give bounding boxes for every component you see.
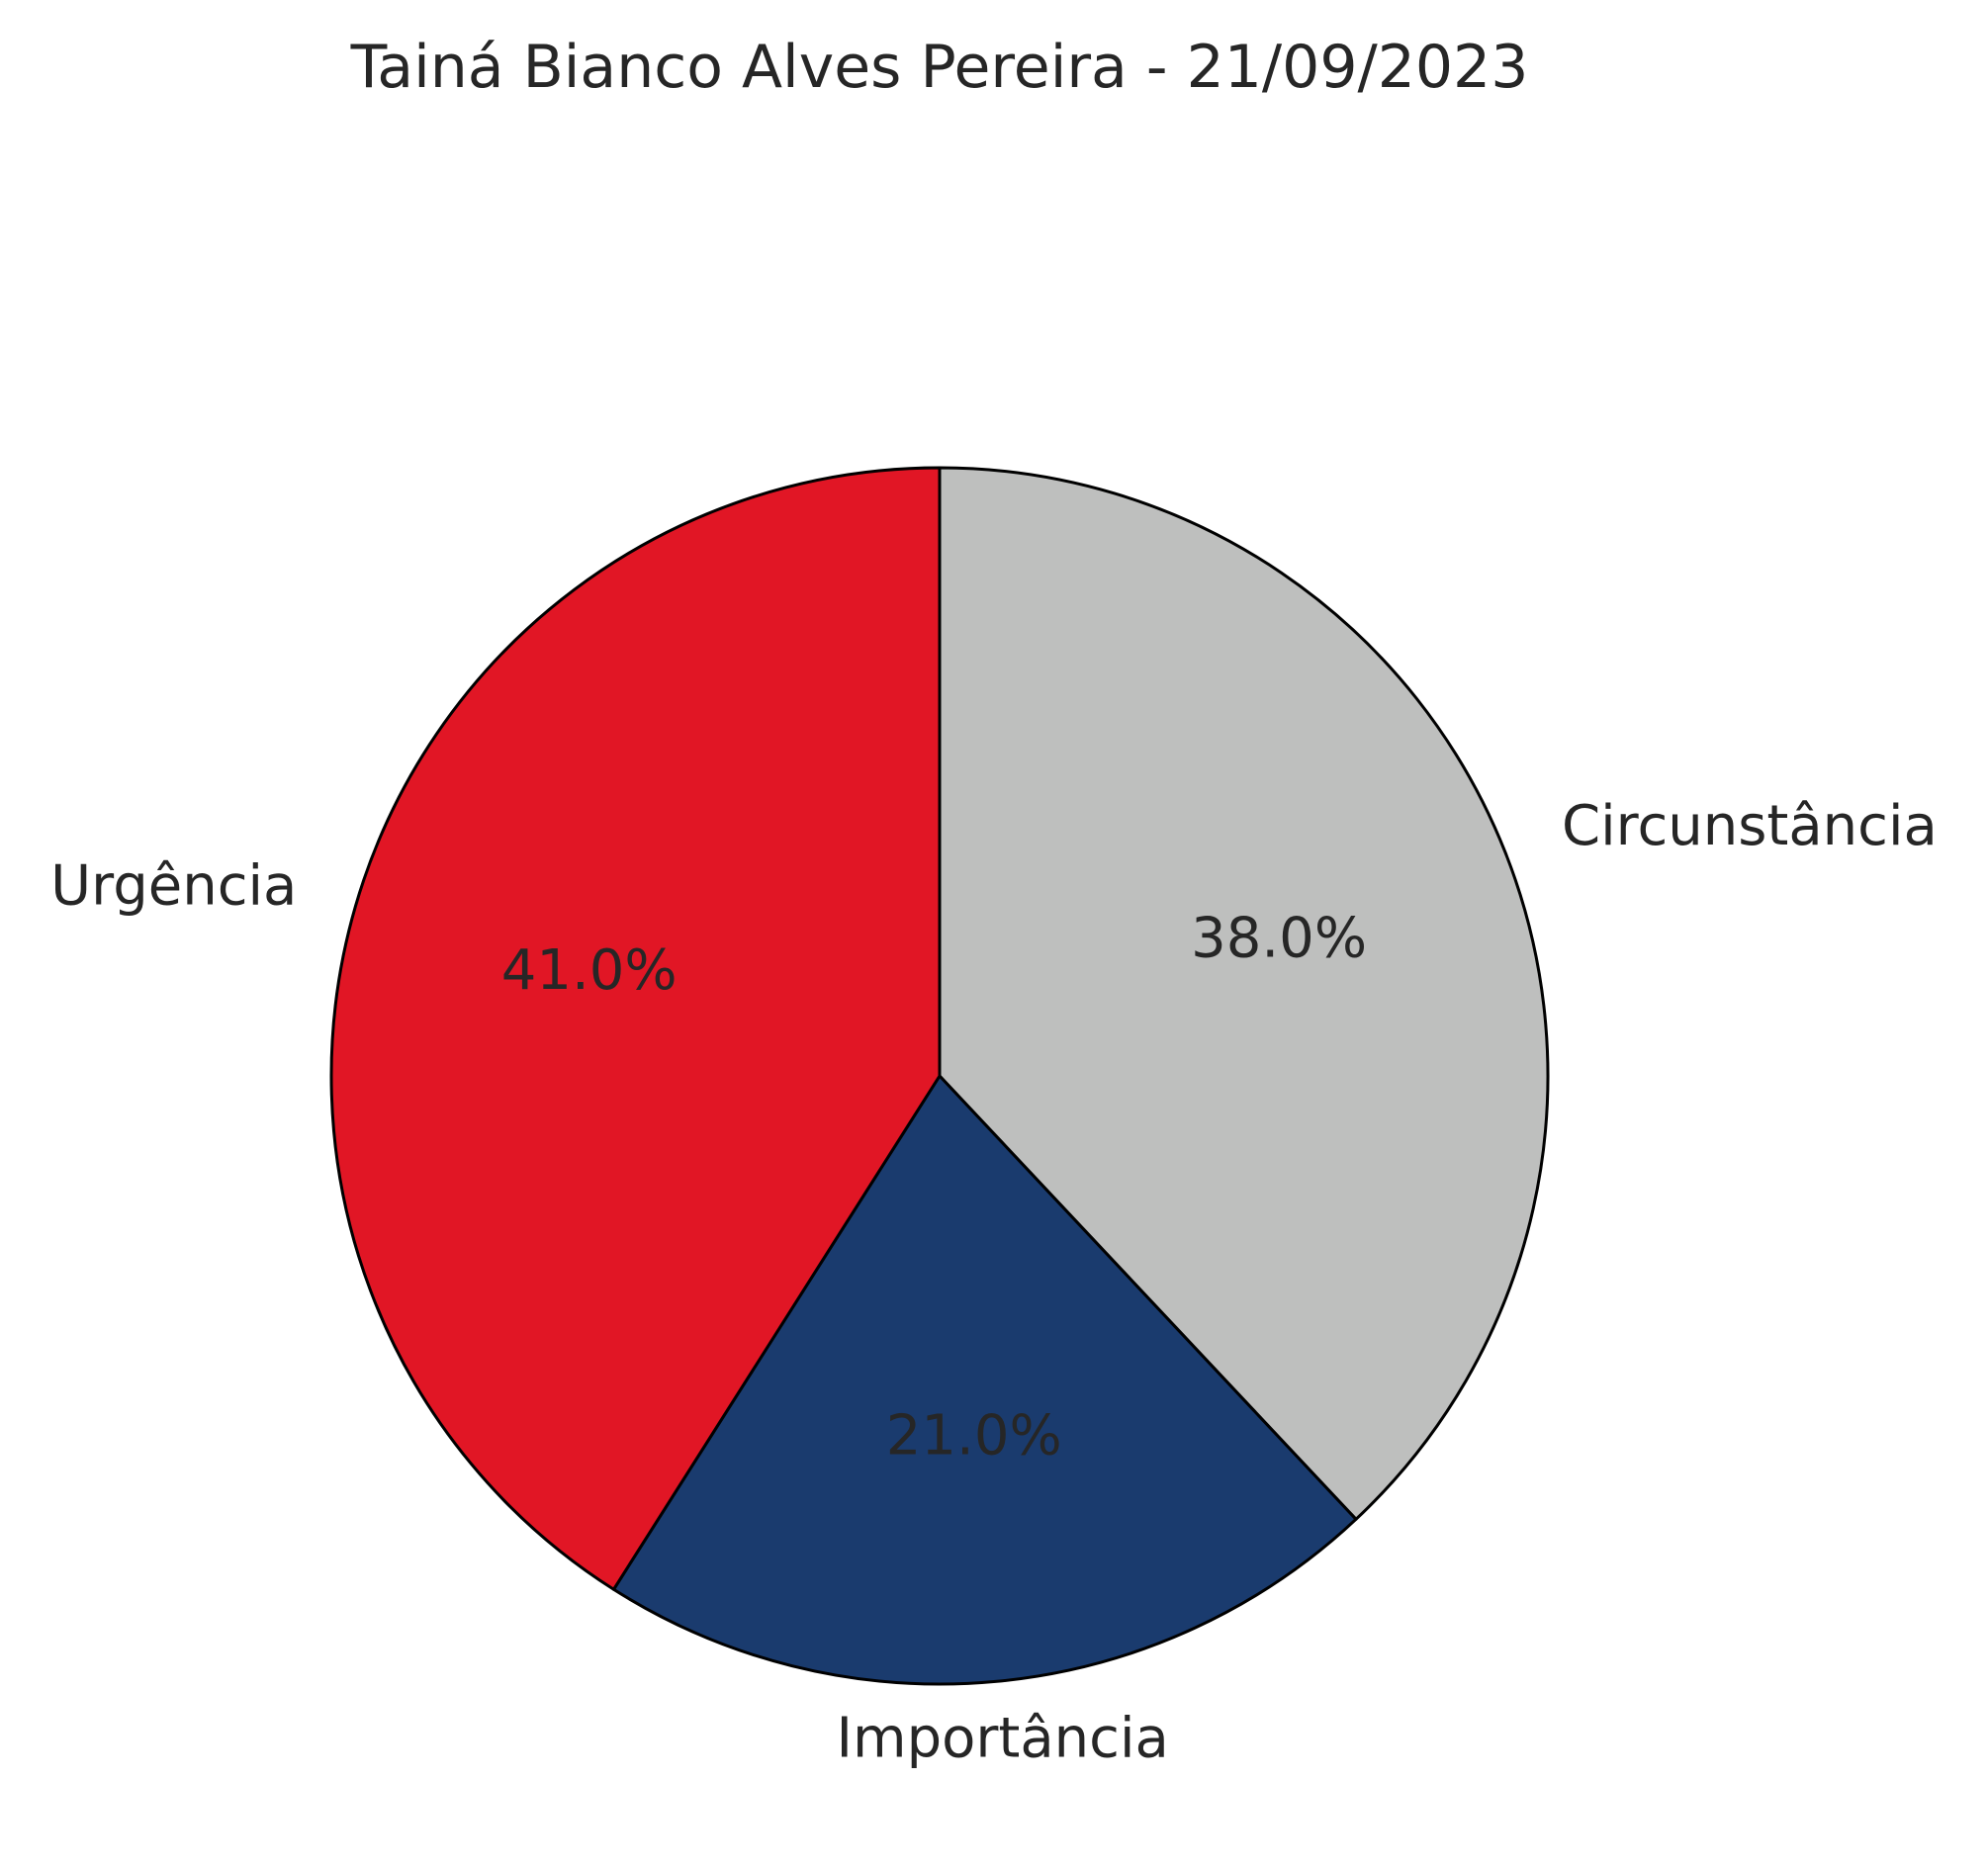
slice-percent-label: 38.0% (1191, 906, 1367, 970)
slice-percent-label: 21.0% (886, 1404, 1062, 1468)
pie-labels: Circunstância 38.0% Importância 21.0% Urgênc… (50, 794, 1938, 1771)
slice-label: Circunstância (1562, 794, 1938, 858)
pie-slice-importancia (611, 1074, 1358, 1686)
slice-percent-label: 41.0% (501, 938, 678, 1003)
slice-label: Urgência (50, 853, 297, 918)
pie-slice-circunstancia (938, 466, 1550, 1521)
pie-slices (329, 466, 1550, 1686)
pie-slice-urgencia (329, 466, 942, 1591)
slice-label: Importância (837, 1707, 1169, 1771)
chart-title: Tainá Bianco Alves Pereira - 21/09/2023 (350, 33, 1529, 102)
